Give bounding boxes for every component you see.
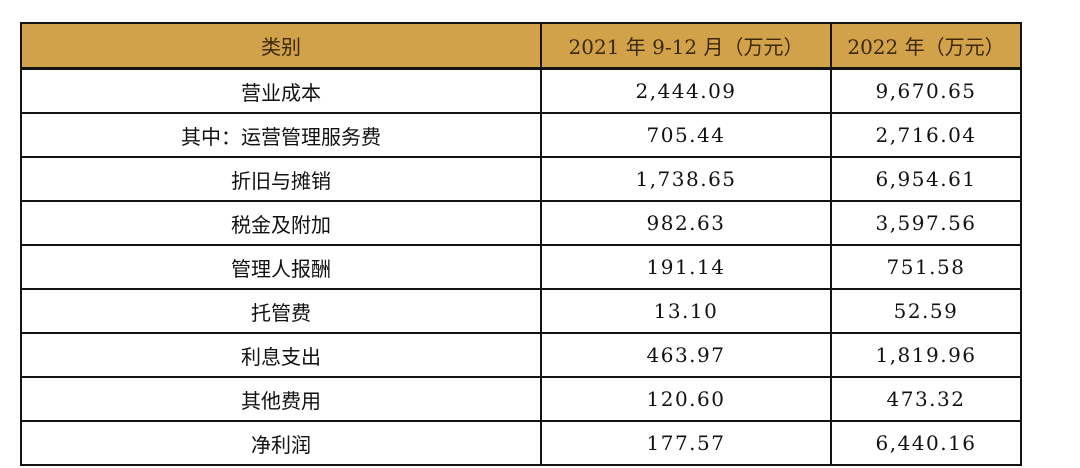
value-2021-cell: 705.44 [540, 112, 832, 158]
value-2022-cell: 3,597.56 [830, 200, 1022, 246]
table-row: 净利润 177.57 6,440.16 [20, 420, 1022, 466]
table-row: 管理人报酬 191.14 751.58 [20, 244, 1022, 290]
table-row: 其中：运营管理服务费 705.44 2,716.04 [20, 112, 1022, 158]
category-cell: 营业成本 [20, 67, 542, 114]
category-cell: 税金及附加 [20, 200, 542, 246]
value-2021-cell: 982.63 [540, 200, 832, 246]
header-row: 类别 2021 年 9-12 月（万元） 2022 年（万元） [20, 22, 1022, 70]
category-cell: 托管费 [20, 288, 542, 334]
value-2021-cell: 463.97 [540, 332, 832, 378]
value-2022-cell: 6,440.16 [830, 420, 1022, 466]
table-row: 其他费用 120.60 473.32 [20, 376, 1022, 422]
value-2022-cell: 2,716.04 [830, 112, 1022, 158]
value-2022-cell: 9,670.65 [830, 67, 1022, 114]
table-row: 营业成本 2,444.09 9,670.65 [20, 67, 1022, 114]
value-2021-cell: 1,738.65 [540, 156, 832, 202]
financial-data-table: 类别 2021 年 9-12 月（万元） 2022 年（万元） 营业成本 2,4… [20, 22, 1022, 466]
value-2021-cell: 13.10 [540, 288, 832, 334]
category-cell: 管理人报酬 [20, 244, 542, 290]
table-header: 类别 2021 年 9-12 月（万元） 2022 年（万元） [20, 22, 1022, 70]
header-cell-year-2022: 2022 年（万元） [830, 22, 1022, 70]
table-body: 营业成本 2,444.09 9,670.65 其中：运营管理服务费 705.44… [20, 67, 1022, 466]
value-2022-cell: 473.32 [830, 376, 1022, 422]
category-cell: 折旧与摊销 [20, 156, 542, 202]
value-2021-cell: 120.60 [540, 376, 832, 422]
table-row: 托管费 13.10 52.59 [20, 288, 1022, 334]
value-2022-cell: 52.59 [830, 288, 1022, 334]
value-2021-cell: 2,444.09 [540, 67, 832, 114]
header-cell-period-2021: 2021 年 9-12 月（万元） [540, 22, 832, 70]
table-row: 折旧与摊销 1,738.65 6,954.61 [20, 156, 1022, 202]
value-2021-cell: 177.57 [540, 420, 832, 466]
value-2021-cell: 191.14 [540, 244, 832, 290]
category-cell: 其他费用 [20, 376, 542, 422]
category-cell: 其中：运营管理服务费 [20, 112, 542, 158]
table-row: 税金及附加 982.63 3,597.56 [20, 200, 1022, 246]
value-2022-cell: 751.58 [830, 244, 1022, 290]
category-cell: 利息支出 [20, 332, 542, 378]
table-row: 利息支出 463.97 1,819.96 [20, 332, 1022, 378]
header-cell-category: 类别 [20, 22, 542, 70]
value-2022-cell: 6,954.61 [830, 156, 1022, 202]
category-cell: 净利润 [20, 420, 542, 466]
value-2022-cell: 1,819.96 [830, 332, 1022, 378]
